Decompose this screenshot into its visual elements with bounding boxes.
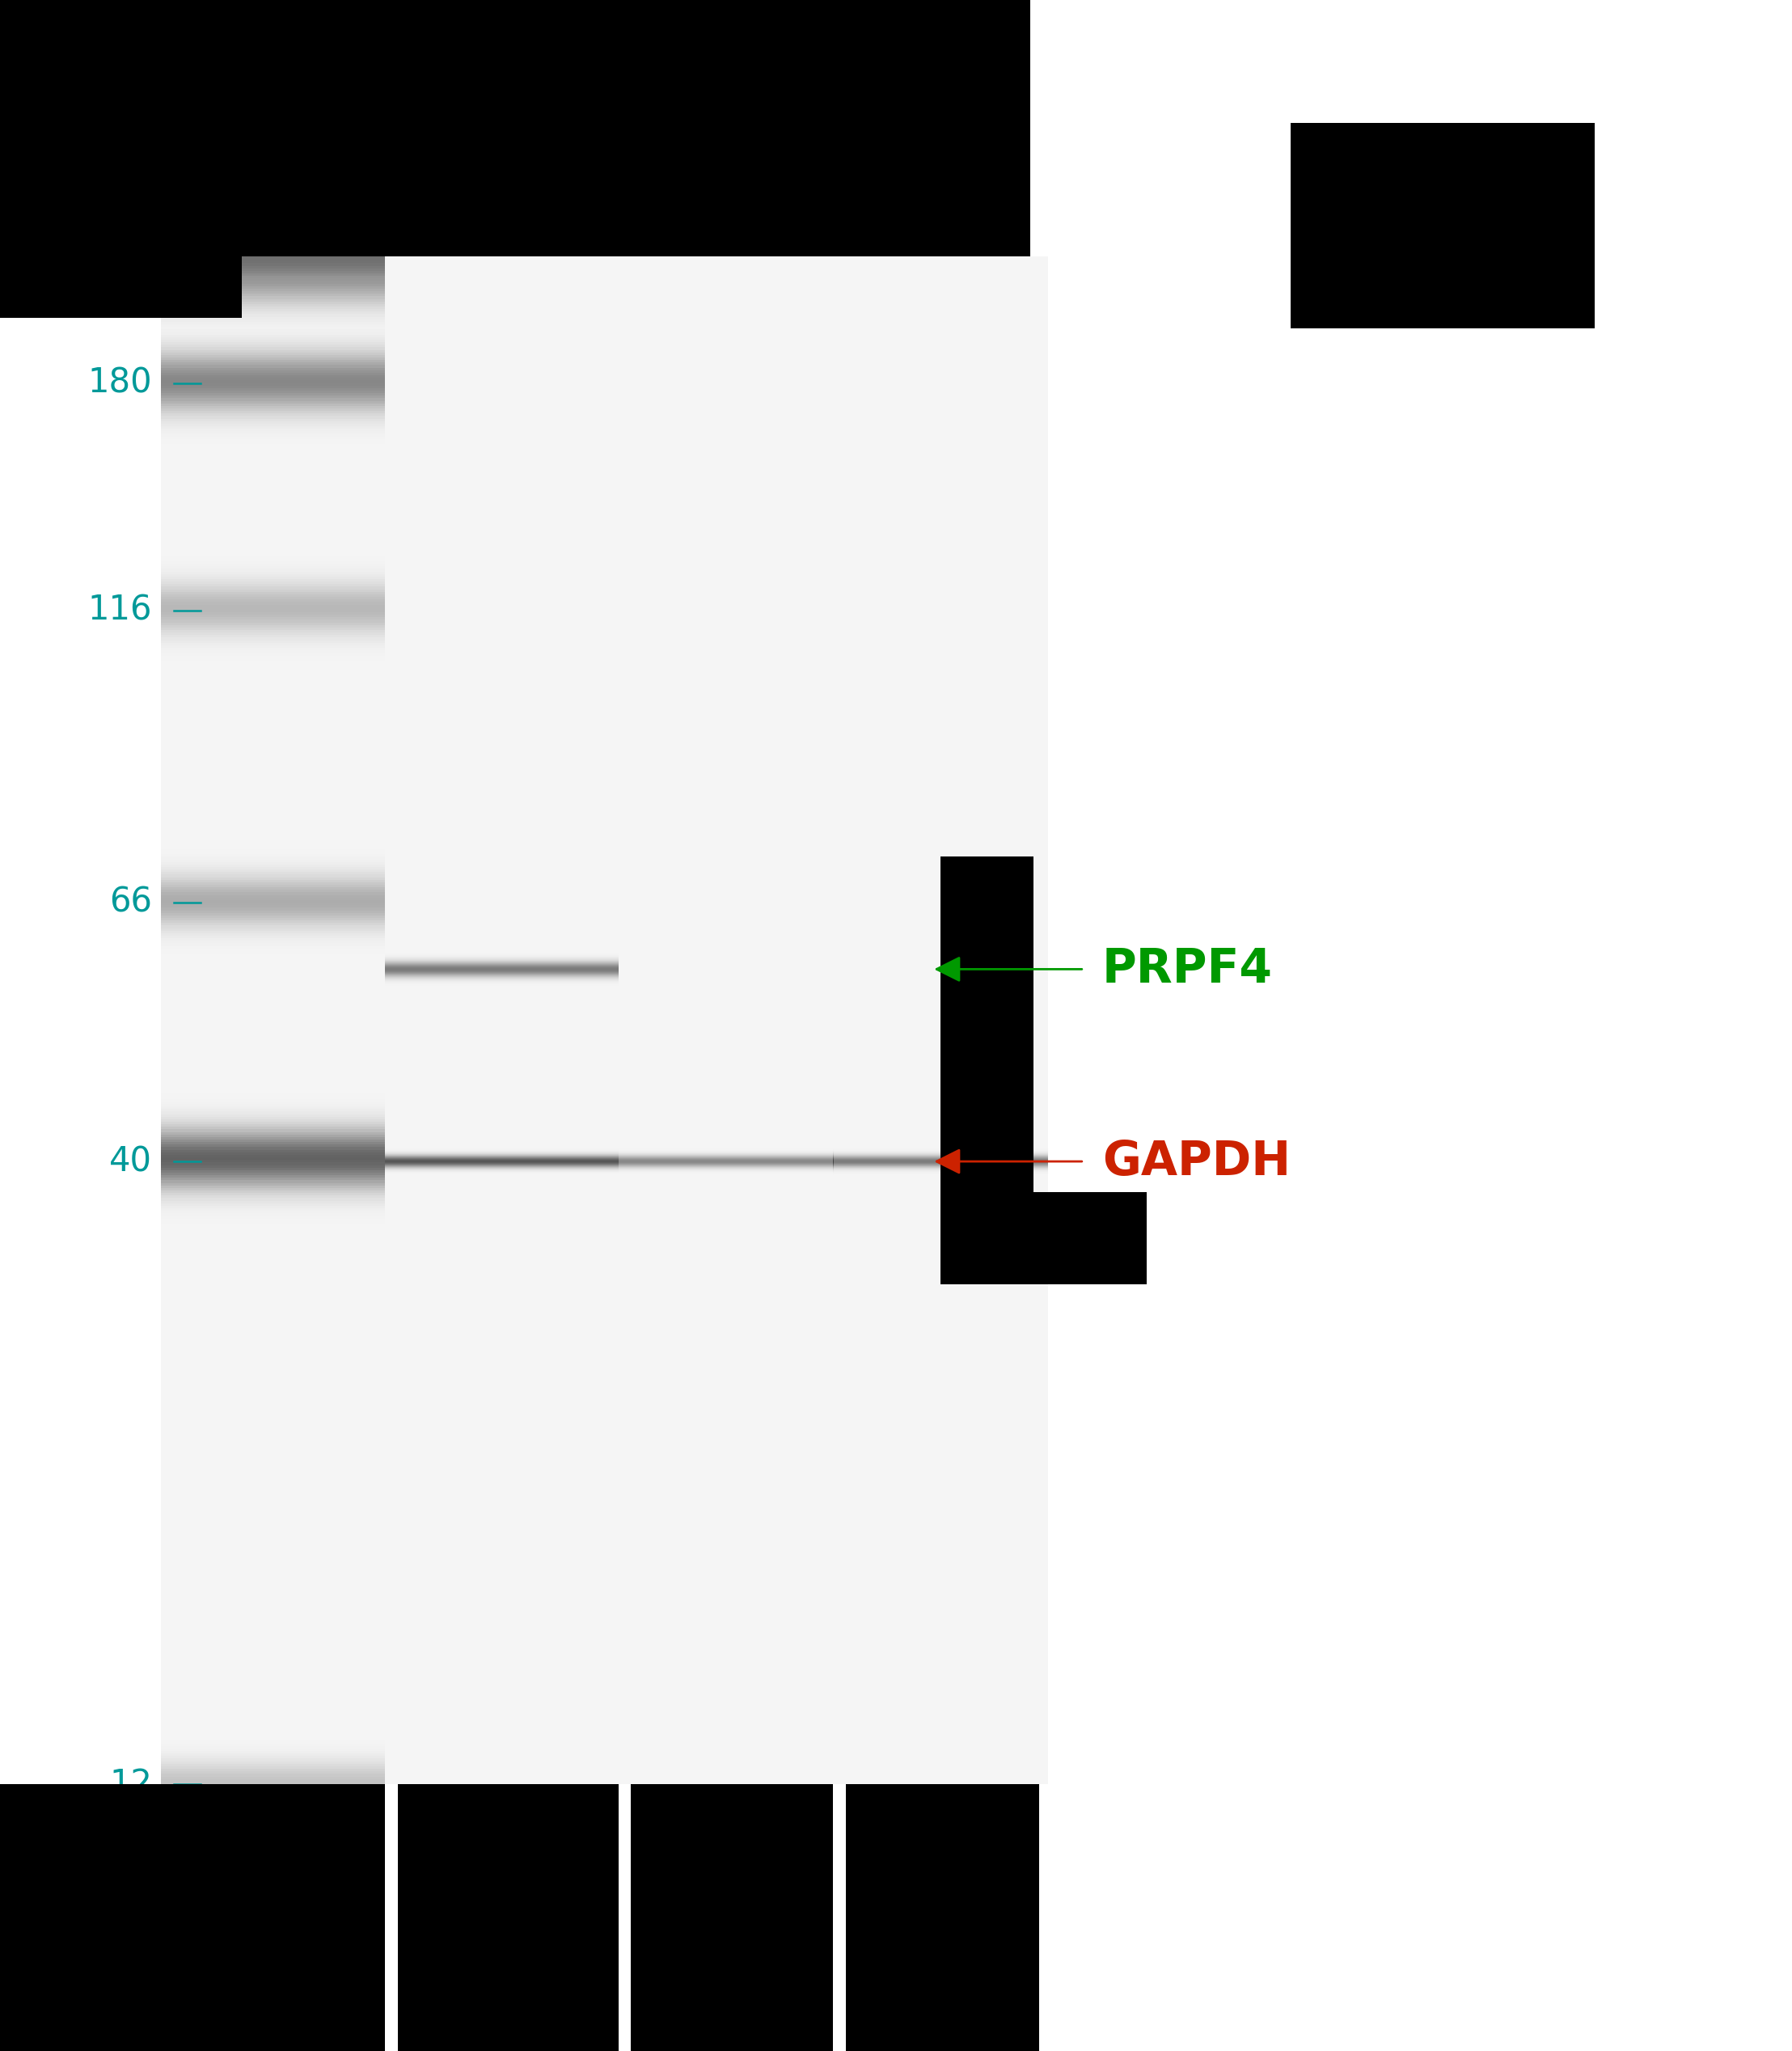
Bar: [385, 256, 618, 1784]
Text: 230: 230: [88, 240, 152, 273]
Bar: [833, 1784, 846, 2051]
Bar: [1290, 123, 1595, 328]
Bar: [242, 0, 1030, 256]
Text: GAPDH: GAPDH: [1102, 1138, 1290, 1185]
Bar: [0, 1784, 1039, 2051]
Text: 180: 180: [88, 367, 152, 400]
Text: 12: 12: [109, 1768, 152, 1801]
Bar: [618, 1784, 631, 2051]
Bar: [161, 256, 1039, 1784]
Bar: [833, 256, 1048, 1784]
Bar: [941, 857, 1034, 1284]
Bar: [161, 256, 385, 1784]
Text: 66: 66: [109, 886, 152, 919]
Bar: [385, 1784, 398, 2051]
Text: PRPF4: PRPF4: [1102, 946, 1272, 993]
Text: kDa: kDa: [134, 211, 201, 246]
Bar: [0, 0, 242, 318]
Text: 40: 40: [109, 1144, 152, 1179]
Text: 116: 116: [88, 593, 152, 628]
Bar: [618, 256, 833, 1784]
Bar: [941, 1192, 1147, 1284]
